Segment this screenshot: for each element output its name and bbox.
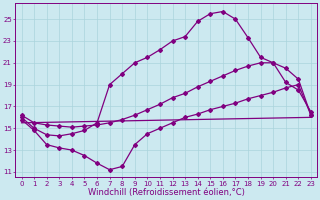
X-axis label: Windchill (Refroidissement éolien,°C): Windchill (Refroidissement éolien,°C) [88,188,245,197]
